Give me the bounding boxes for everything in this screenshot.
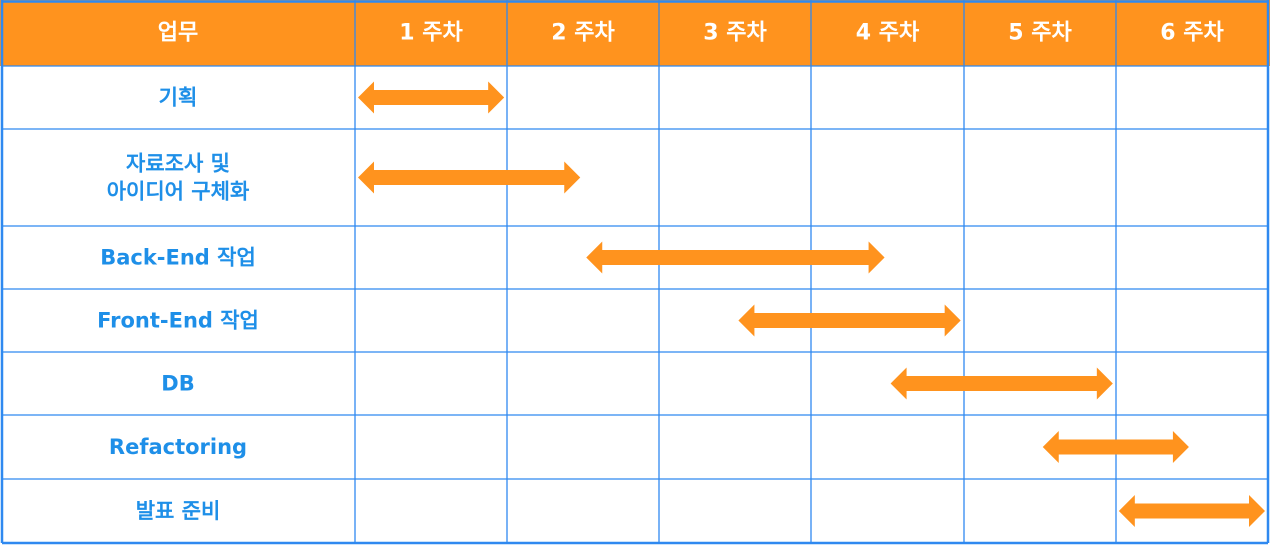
task-bar-arrow <box>890 367 1113 400</box>
week-header-label: 2 주차 <box>551 21 615 46</box>
header-background <box>0 0 1270 66</box>
task-bar-arrow <box>1118 495 1265 527</box>
task-bar-arrow <box>738 304 961 337</box>
task-label: 아이디어 구체화 <box>107 180 250 204</box>
task-label: 기획 <box>159 86 198 110</box>
week-header-label: 4 주차 <box>856 21 920 46</box>
task-label: 발표 준비 <box>136 499 221 523</box>
task-label: Front-End 작업 <box>97 309 259 333</box>
task-bar-arrow <box>358 161 581 194</box>
week-header-label: 1 주차 <box>399 21 463 46</box>
week-header-label: 5 주차 <box>1008 21 1072 46</box>
task-label: Refactoring <box>109 435 247 459</box>
week-headers: 1 주차 2 주차 3 주차 4 주차 5 주차 6 주차 <box>399 21 1224 46</box>
task-bar-arrow <box>1042 431 1189 463</box>
task-bar-arrow <box>586 241 885 274</box>
task-bar-arrow <box>358 81 505 114</box>
week-header-label: 6 주차 <box>1160 21 1224 46</box>
task-bars <box>358 81 1265 527</box>
task-label: Back-End 작업 <box>100 246 256 270</box>
task-column-header: 업무 <box>158 21 198 46</box>
week-header-label: 3 주차 <box>703 21 767 46</box>
task-label: DB <box>161 372 194 396</box>
task-label: 자료조사 및 <box>126 152 230 176</box>
